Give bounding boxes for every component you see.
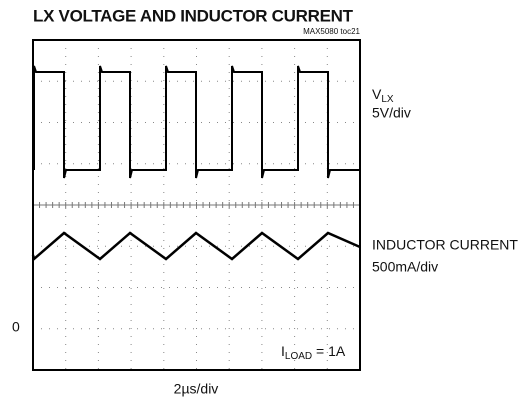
trace1-name: V <box>372 86 382 102</box>
load-sub: LOAD <box>285 351 312 362</box>
waveforms <box>31 65 361 262</box>
load-label: ILOAD = 1A <box>281 343 346 362</box>
zero-marker: 0 <box>12 319 20 335</box>
time-scale: 2µs/div <box>174 381 219 397</box>
trace1-label: VLX <box>372 86 394 105</box>
trace2-scale: 500mA/div <box>372 259 438 275</box>
load-value: = 1A <box>312 343 346 359</box>
inductor-current-trace <box>31 231 361 262</box>
lx-voltage-trace <box>32 65 360 179</box>
chart-title: LX VOLTAGE AND INDUCTOR CURRENT <box>33 6 354 25</box>
trace1-scale: 5V/div <box>372 105 411 121</box>
trace2-label: INDUCTOR CURRENT <box>372 237 518 253</box>
figure-id: MAX5080 toc21 <box>303 27 360 36</box>
trace1-sub: LX <box>381 94 394 105</box>
load-symbol: I <box>281 343 285 359</box>
grid <box>32 40 360 370</box>
plot-frame <box>32 39 361 371</box>
